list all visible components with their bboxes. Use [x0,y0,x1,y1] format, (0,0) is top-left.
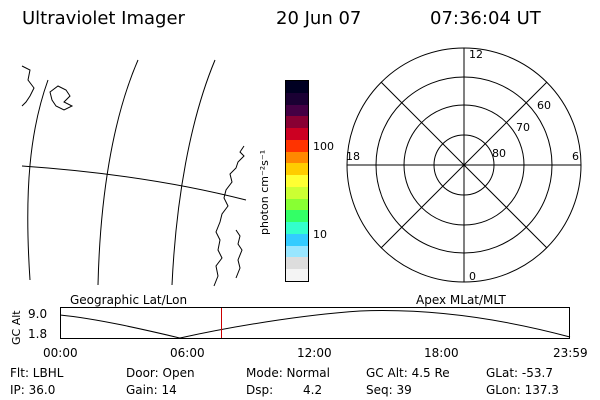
colorbar-swatch [286,210,308,223]
meridian-line [171,59,216,286]
status-gc-alt: GC Alt: 4.5 Re [366,366,450,380]
x-tick-0600: 06:00 [170,346,205,360]
apex-panel-title: Apex MLat/MLT [416,293,506,307]
polar-mlt-plot: 12 18 6 0 60 70 80 [346,47,582,283]
status-seq: Seq: 39 [366,383,412,397]
instrument-title: Ultraviolet Imager [22,8,185,29]
colorbar-swatch [286,186,308,199]
colorbar-swatch [286,269,308,282]
coastline [235,229,243,279]
status-mode: Mode: Normal [246,366,330,380]
status-door: Door: Open [126,366,195,380]
colorbar-swatch [286,139,308,152]
altitude-plot [60,307,571,339]
mlt-diagonal-line [380,81,548,249]
colorbar-swatch [286,128,308,140]
colorbar-swatch [286,175,308,187]
colorbar-tick-100: 100 [313,140,334,153]
lat-label-70: 70 [516,121,530,134]
meridian-line [97,59,139,286]
meridian-line [27,79,49,281]
status-dsp-label: Dsp: [246,383,274,397]
colorbar-swatch [286,81,308,93]
x-tick-1200: 12:00 [297,346,332,360]
altitude-y-max: 9.0 [28,307,48,321]
colorbar-unit-label: photon cm⁻²s⁻¹ [258,149,271,235]
colorbar-swatch [286,163,308,176]
time-label: 07:36:04 UT [430,8,541,29]
lat-label-60: 60 [537,99,551,112]
mlt-label-18: 18 [346,150,360,163]
date-label: 20 Jun 07 [276,8,362,29]
colorbar-swatch [286,198,308,211]
x-tick-0000: 00:00 [43,346,78,360]
geographic-map [21,59,247,287]
altitude-y-min: 1.8 [28,327,48,341]
status-gain: Gain: 14 [126,383,177,397]
colorbar [285,80,309,282]
colorbar-swatch [286,257,308,270]
coastline [213,145,245,287]
colorbar-swatch [286,92,308,105]
parallel-line [21,165,247,201]
colorbar-swatch [286,116,308,129]
colorbar-swatch [286,151,308,164]
colorbar-swatch [286,104,308,117]
x-tick-2359: 23:59 [553,346,588,360]
mlt-label-0: 0 [469,270,476,283]
status-glat: GLat: -53.7 [486,366,553,380]
coastline [21,65,35,107]
lat-label-80: 80 [492,147,506,160]
status-glon: GLon: 137.3 [486,383,559,397]
altitude-curve [60,310,571,339]
colorbar-swatch [286,233,308,246]
x-tick-1800: 18:00 [424,346,459,360]
coastline [49,85,74,111]
geographic-panel-title: Geographic Lat/Lon [70,293,188,307]
altitude-plot-frame [60,307,570,339]
colorbar-swatch [286,222,308,234]
status-filter: Flt: LBHL [10,366,64,380]
status-ip: IP: 36.0 [10,383,56,397]
colorbar-tick-10: 10 [313,228,327,241]
altitude-axis-label: GC Alt [10,310,23,345]
mlt-label-12: 12 [469,48,483,61]
status-dsp-value: 4.2 [303,383,323,397]
colorbar-swatch [286,245,308,258]
mlt-label-6: 6 [572,150,579,163]
